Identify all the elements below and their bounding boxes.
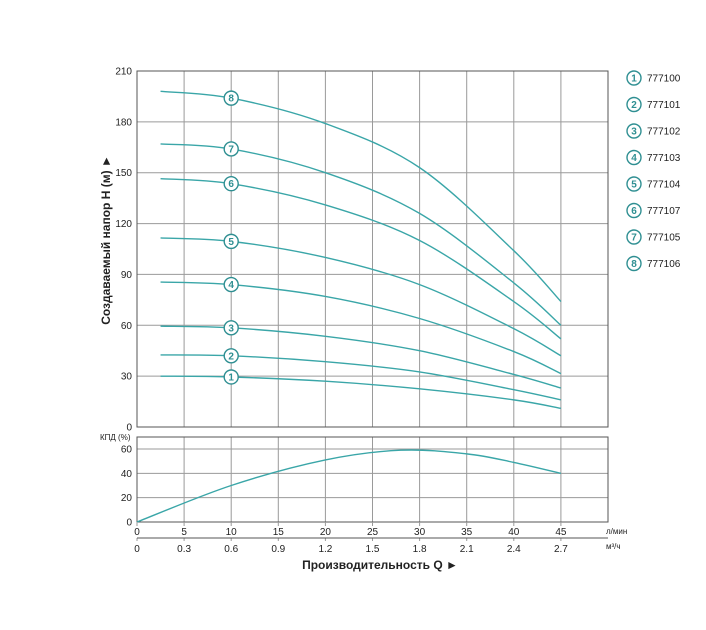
x-tick-label-lpm: 25 [367,527,379,538]
head-curve-7 [160,143,562,326]
y-tick-label: 90 [121,270,133,281]
x-tick-label-lpm: 10 [226,527,238,538]
head-curve-8 [160,90,562,303]
legend-marker-5 [626,176,642,192]
x-tick-label-m3h: 1.2 [318,544,332,555]
x-tick-label-m3h: 0.9 [271,544,285,555]
efficiency-chart: 60 40 20 0 [121,436,609,529]
legend-marker-label-2: 2 [631,100,637,111]
legend-marker-label-7: 7 [631,233,637,244]
curve-marker-label-6: 6 [228,179,234,190]
x-axes: 0 5 10 15 20 25 30 35 40 45 0 0.3 0.6 0.9 1.2 1.5 1.8 2.1… [134,522,608,555]
legend-marker-7 [626,229,642,245]
curve-marker-5 [223,233,239,250]
x-unit-lpm: л/мин [606,527,627,536]
curve-marker-label-7: 7 [228,144,234,155]
curve-marker-label-5: 5 [228,237,234,248]
x-tick-label-m3h: 2.1 [460,544,474,555]
x-tick-label-m3h: 1.5 [366,544,380,555]
curve-marker-3 [223,320,239,336]
x-tick-label-m3h: 0.6 [224,544,238,555]
efficiency-curve [136,449,562,523]
legend-marker-8 [626,255,642,272]
y-tick-label: 40 [121,469,133,480]
x-tick-label-lpm: 20 [320,527,332,538]
y-tick-label: 180 [115,117,132,128]
x-tick-label-lpm: 35 [461,527,473,538]
x-tick-label-m3h: 1.8 [413,544,427,555]
legend-marker-2 [626,96,642,113]
head-curve-1 [160,375,562,410]
x-tick-label-lpm: 0 [134,527,140,538]
x-tick-label-lpm: 45 [555,527,567,538]
legend-marker-label-6: 6 [631,206,637,217]
x-tick-label-m3h: 0.3 [177,544,191,555]
legend-marker-1 [626,70,642,86]
curve-marker-7 [223,141,239,157]
curve-marker-1 [223,369,239,385]
y-axis-title-head: Создаваемый напор Н (м) ► [99,155,113,325]
legend-entry-6: 777107 [647,206,681,217]
x-tick-label-lpm: 15 [273,527,285,538]
head-curve-5 [160,237,562,357]
curve-marker-4 [223,276,239,293]
legend-entry-3: 777102 [647,127,681,138]
curve-marker-label-2: 2 [228,351,234,362]
legend-entry-8: 777106 [647,259,681,270]
y-tick-label: 20 [121,493,133,504]
y-tick-label: 60 [121,445,133,456]
x-axis-title: Производительность Q ► [302,558,458,572]
x-tick-label-m3h: 2.4 [507,544,521,555]
y-tick-label: 120 [115,219,132,230]
legend-entry-4: 777103 [647,153,681,164]
curve-marker-6 [223,176,239,192]
legend-entry-2: 777101 [647,100,681,111]
x-tick-label-m3h: 0 [134,544,140,555]
y-tick-label: 30 [121,372,133,383]
legend: 1 777100 2 777101 3 777102 4 777103 5 777104 6 7771… [626,70,681,272]
y-tick-label: 60 [121,321,133,332]
curve-marker-label-4: 4 [228,280,234,291]
curve-marker-label-1: 1 [228,372,234,383]
y-tick-label: 150 [115,168,132,179]
y-tick-label: 210 [115,67,132,78]
x-unit-m3h: м³/ч [606,542,621,551]
x-tick-label-lpm: 40 [508,527,520,538]
y-tick-label: 0 [126,423,132,434]
legend-marker-label-5: 5 [631,180,637,191]
x-tick-label-lpm: 5 [181,527,187,538]
legend-marker-label-4: 4 [631,153,637,164]
x-tick-label-m3h: 2.7 [554,544,568,555]
legend-entry-1: 777100 [647,74,681,85]
plot-frame [136,70,609,428]
head-curve-3 [160,325,562,389]
legend-entry-7: 777105 [647,233,681,244]
head-chart: 210 180 150 120 90 60 30 0 1 2 3 4 5 6 7 8 [115,67,609,434]
y-axis-title-efficiency: КПД (%) [100,433,131,442]
curve-marker-label-3: 3 [228,323,234,334]
legend-marker-4 [626,149,642,166]
legend-marker-label-1: 1 [631,74,637,85]
x-tick-label-lpm: 30 [414,527,426,538]
legend-marker-3 [626,123,642,139]
curve-marker-8 [223,90,239,106]
curve-marker-label-8: 8 [228,94,234,105]
y-tick-label: 0 [126,518,132,529]
legend-marker-label-8: 8 [631,259,637,270]
legend-marker-label-3: 3 [631,127,637,138]
legend-entry-5: 777104 [647,180,681,191]
legend-marker-6 [626,202,642,219]
curve-marker-2 [223,348,239,364]
head-curve-6 [160,177,562,340]
